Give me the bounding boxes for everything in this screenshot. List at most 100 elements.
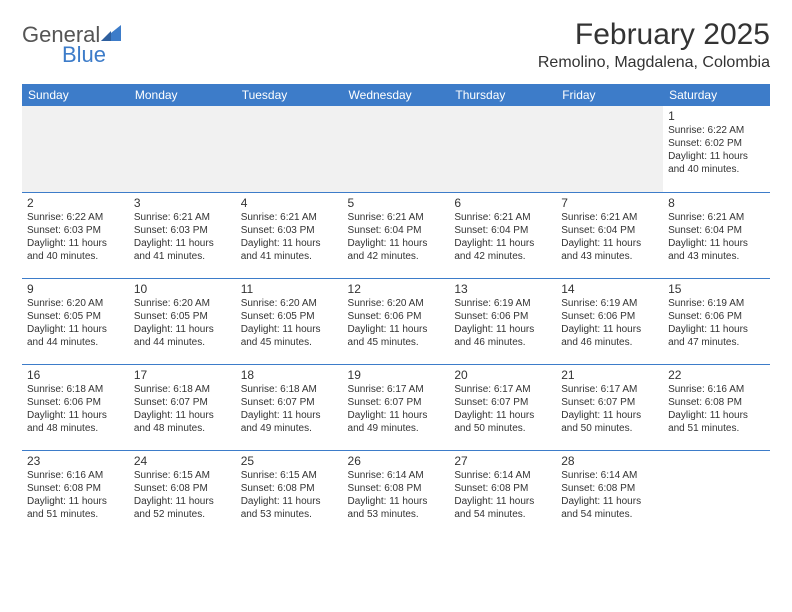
day-header-row: SundayMondayTuesdayWednesdayThursdayFrid… xyxy=(22,84,770,106)
sunset-text: Sunset: 6:08 PM xyxy=(27,482,124,495)
sunrise-text: Sunrise: 6:21 AM xyxy=(454,211,551,224)
daylight-text: and 40 minutes. xyxy=(27,250,124,263)
daylight-text: Daylight: 11 hours xyxy=(561,323,658,336)
day-number: 26 xyxy=(348,454,445,468)
calendar-cell: 3Sunrise: 6:21 AMSunset: 6:03 PMDaylight… xyxy=(129,192,236,278)
sunrise-text: Sunrise: 6:17 AM xyxy=(348,383,445,396)
sunrise-text: Sunrise: 6:15 AM xyxy=(241,469,338,482)
daylight-text: and 43 minutes. xyxy=(561,250,658,263)
daylight-text: and 48 minutes. xyxy=(27,422,124,435)
sunrise-text: Sunrise: 6:19 AM xyxy=(454,297,551,310)
daylight-text: Daylight: 11 hours xyxy=(454,495,551,508)
day-number: 22 xyxy=(668,368,765,382)
daylight-text: Daylight: 11 hours xyxy=(561,495,658,508)
daylight-text: and 40 minutes. xyxy=(668,163,765,176)
daylight-text: Daylight: 11 hours xyxy=(241,495,338,508)
calendar-week: 16Sunrise: 6:18 AMSunset: 6:06 PMDayligh… xyxy=(22,364,770,450)
day-number: 4 xyxy=(241,196,338,210)
sunset-text: Sunset: 6:08 PM xyxy=(454,482,551,495)
sunset-text: Sunset: 6:05 PM xyxy=(241,310,338,323)
daylight-text: and 41 minutes. xyxy=(241,250,338,263)
day-header: Saturday xyxy=(663,84,770,106)
daylight-text: Daylight: 11 hours xyxy=(241,409,338,422)
daylight-text: Daylight: 11 hours xyxy=(561,409,658,422)
day-number: 17 xyxy=(134,368,231,382)
daylight-text: and 50 minutes. xyxy=(561,422,658,435)
daylight-text: and 54 minutes. xyxy=(561,508,658,521)
day-number: 12 xyxy=(348,282,445,296)
calendar-cell: 28Sunrise: 6:14 AMSunset: 6:08 PMDayligh… xyxy=(556,450,663,536)
sunrise-text: Sunrise: 6:20 AM xyxy=(241,297,338,310)
calendar-cell: 13Sunrise: 6:19 AMSunset: 6:06 PMDayligh… xyxy=(449,278,556,364)
sunset-text: Sunset: 6:08 PM xyxy=(348,482,445,495)
day-number: 21 xyxy=(561,368,658,382)
daylight-text: and 53 minutes. xyxy=(348,508,445,521)
day-number: 1 xyxy=(668,109,765,123)
sunrise-text: Sunrise: 6:20 AM xyxy=(134,297,231,310)
sunrise-text: Sunrise: 6:20 AM xyxy=(27,297,124,310)
calendar-cell: 15Sunrise: 6:19 AMSunset: 6:06 PMDayligh… xyxy=(663,278,770,364)
sunset-text: Sunset: 6:03 PM xyxy=(27,224,124,237)
sunrise-text: Sunrise: 6:18 AM xyxy=(241,383,338,396)
calendar-cell: 17Sunrise: 6:18 AMSunset: 6:07 PMDayligh… xyxy=(129,364,236,450)
sunset-text: Sunset: 6:06 PM xyxy=(454,310,551,323)
daylight-text: and 48 minutes. xyxy=(134,422,231,435)
daylight-text: Daylight: 11 hours xyxy=(348,237,445,250)
calendar-cell xyxy=(556,106,663,192)
sunset-text: Sunset: 6:04 PM xyxy=(454,224,551,237)
calendar-cell: 20Sunrise: 6:17 AMSunset: 6:07 PMDayligh… xyxy=(449,364,556,450)
sunrise-text: Sunrise: 6:21 AM xyxy=(561,211,658,224)
day-number: 15 xyxy=(668,282,765,296)
daylight-text: Daylight: 11 hours xyxy=(348,323,445,336)
page-header: GeneralBlue February 2025 Remolino, Magd… xyxy=(22,18,770,72)
daylight-text: and 45 minutes. xyxy=(348,336,445,349)
calendar-table: SundayMondayTuesdayWednesdayThursdayFrid… xyxy=(22,84,770,536)
day-number: 23 xyxy=(27,454,124,468)
sunrise-text: Sunrise: 6:19 AM xyxy=(561,297,658,310)
daylight-text: and 44 minutes. xyxy=(134,336,231,349)
day-number: 11 xyxy=(241,282,338,296)
sunset-text: Sunset: 6:07 PM xyxy=(134,396,231,409)
daylight-text: Daylight: 11 hours xyxy=(668,409,765,422)
sunrise-text: Sunrise: 6:21 AM xyxy=(134,211,231,224)
daylight-text: Daylight: 11 hours xyxy=(241,237,338,250)
calendar-cell: 2Sunrise: 6:22 AMSunset: 6:03 PMDaylight… xyxy=(22,192,129,278)
day-number: 24 xyxy=(134,454,231,468)
calendar-cell xyxy=(663,450,770,536)
daylight-text: and 52 minutes. xyxy=(134,508,231,521)
daylight-text: Daylight: 11 hours xyxy=(134,237,231,250)
day-number: 28 xyxy=(561,454,658,468)
daylight-text: and 51 minutes. xyxy=(668,422,765,435)
calendar-cell: 1Sunrise: 6:22 AMSunset: 6:02 PMDaylight… xyxy=(663,106,770,192)
calendar-cell xyxy=(343,106,450,192)
daylight-text: Daylight: 11 hours xyxy=(27,409,124,422)
daylight-text: and 44 minutes. xyxy=(27,336,124,349)
calendar-cell: 6Sunrise: 6:21 AMSunset: 6:04 PMDaylight… xyxy=(449,192,556,278)
calendar-cell: 14Sunrise: 6:19 AMSunset: 6:06 PMDayligh… xyxy=(556,278,663,364)
sunset-text: Sunset: 6:03 PM xyxy=(134,224,231,237)
calendar-cell: 18Sunrise: 6:18 AMSunset: 6:07 PMDayligh… xyxy=(236,364,343,450)
calendar-cell: 10Sunrise: 6:20 AMSunset: 6:05 PMDayligh… xyxy=(129,278,236,364)
daylight-text: and 54 minutes. xyxy=(454,508,551,521)
day-number: 18 xyxy=(241,368,338,382)
day-number: 8 xyxy=(668,196,765,210)
sunset-text: Sunset: 6:06 PM xyxy=(561,310,658,323)
day-number: 9 xyxy=(27,282,124,296)
daylight-text: Daylight: 11 hours xyxy=(668,150,765,163)
sunrise-text: Sunrise: 6:14 AM xyxy=(561,469,658,482)
calendar-cell: 9Sunrise: 6:20 AMSunset: 6:05 PMDaylight… xyxy=(22,278,129,364)
daylight-text: and 42 minutes. xyxy=(348,250,445,263)
sunset-text: Sunset: 6:03 PM xyxy=(241,224,338,237)
day-number: 6 xyxy=(454,196,551,210)
sunset-text: Sunset: 6:04 PM xyxy=(561,224,658,237)
sunset-text: Sunset: 6:07 PM xyxy=(348,396,445,409)
calendar-week: 23Sunrise: 6:16 AMSunset: 6:08 PMDayligh… xyxy=(22,450,770,536)
calendar-cell: 11Sunrise: 6:20 AMSunset: 6:05 PMDayligh… xyxy=(236,278,343,364)
location-text: Remolino, Magdalena, Colombia xyxy=(538,54,770,72)
calendar-cell: 7Sunrise: 6:21 AMSunset: 6:04 PMDaylight… xyxy=(556,192,663,278)
daylight-text: Daylight: 11 hours xyxy=(134,495,231,508)
sunrise-text: Sunrise: 6:19 AM xyxy=(668,297,765,310)
sunset-text: Sunset: 6:05 PM xyxy=(27,310,124,323)
calendar-cell: 8Sunrise: 6:21 AMSunset: 6:04 PMDaylight… xyxy=(663,192,770,278)
sunrise-text: Sunrise: 6:22 AM xyxy=(668,124,765,137)
